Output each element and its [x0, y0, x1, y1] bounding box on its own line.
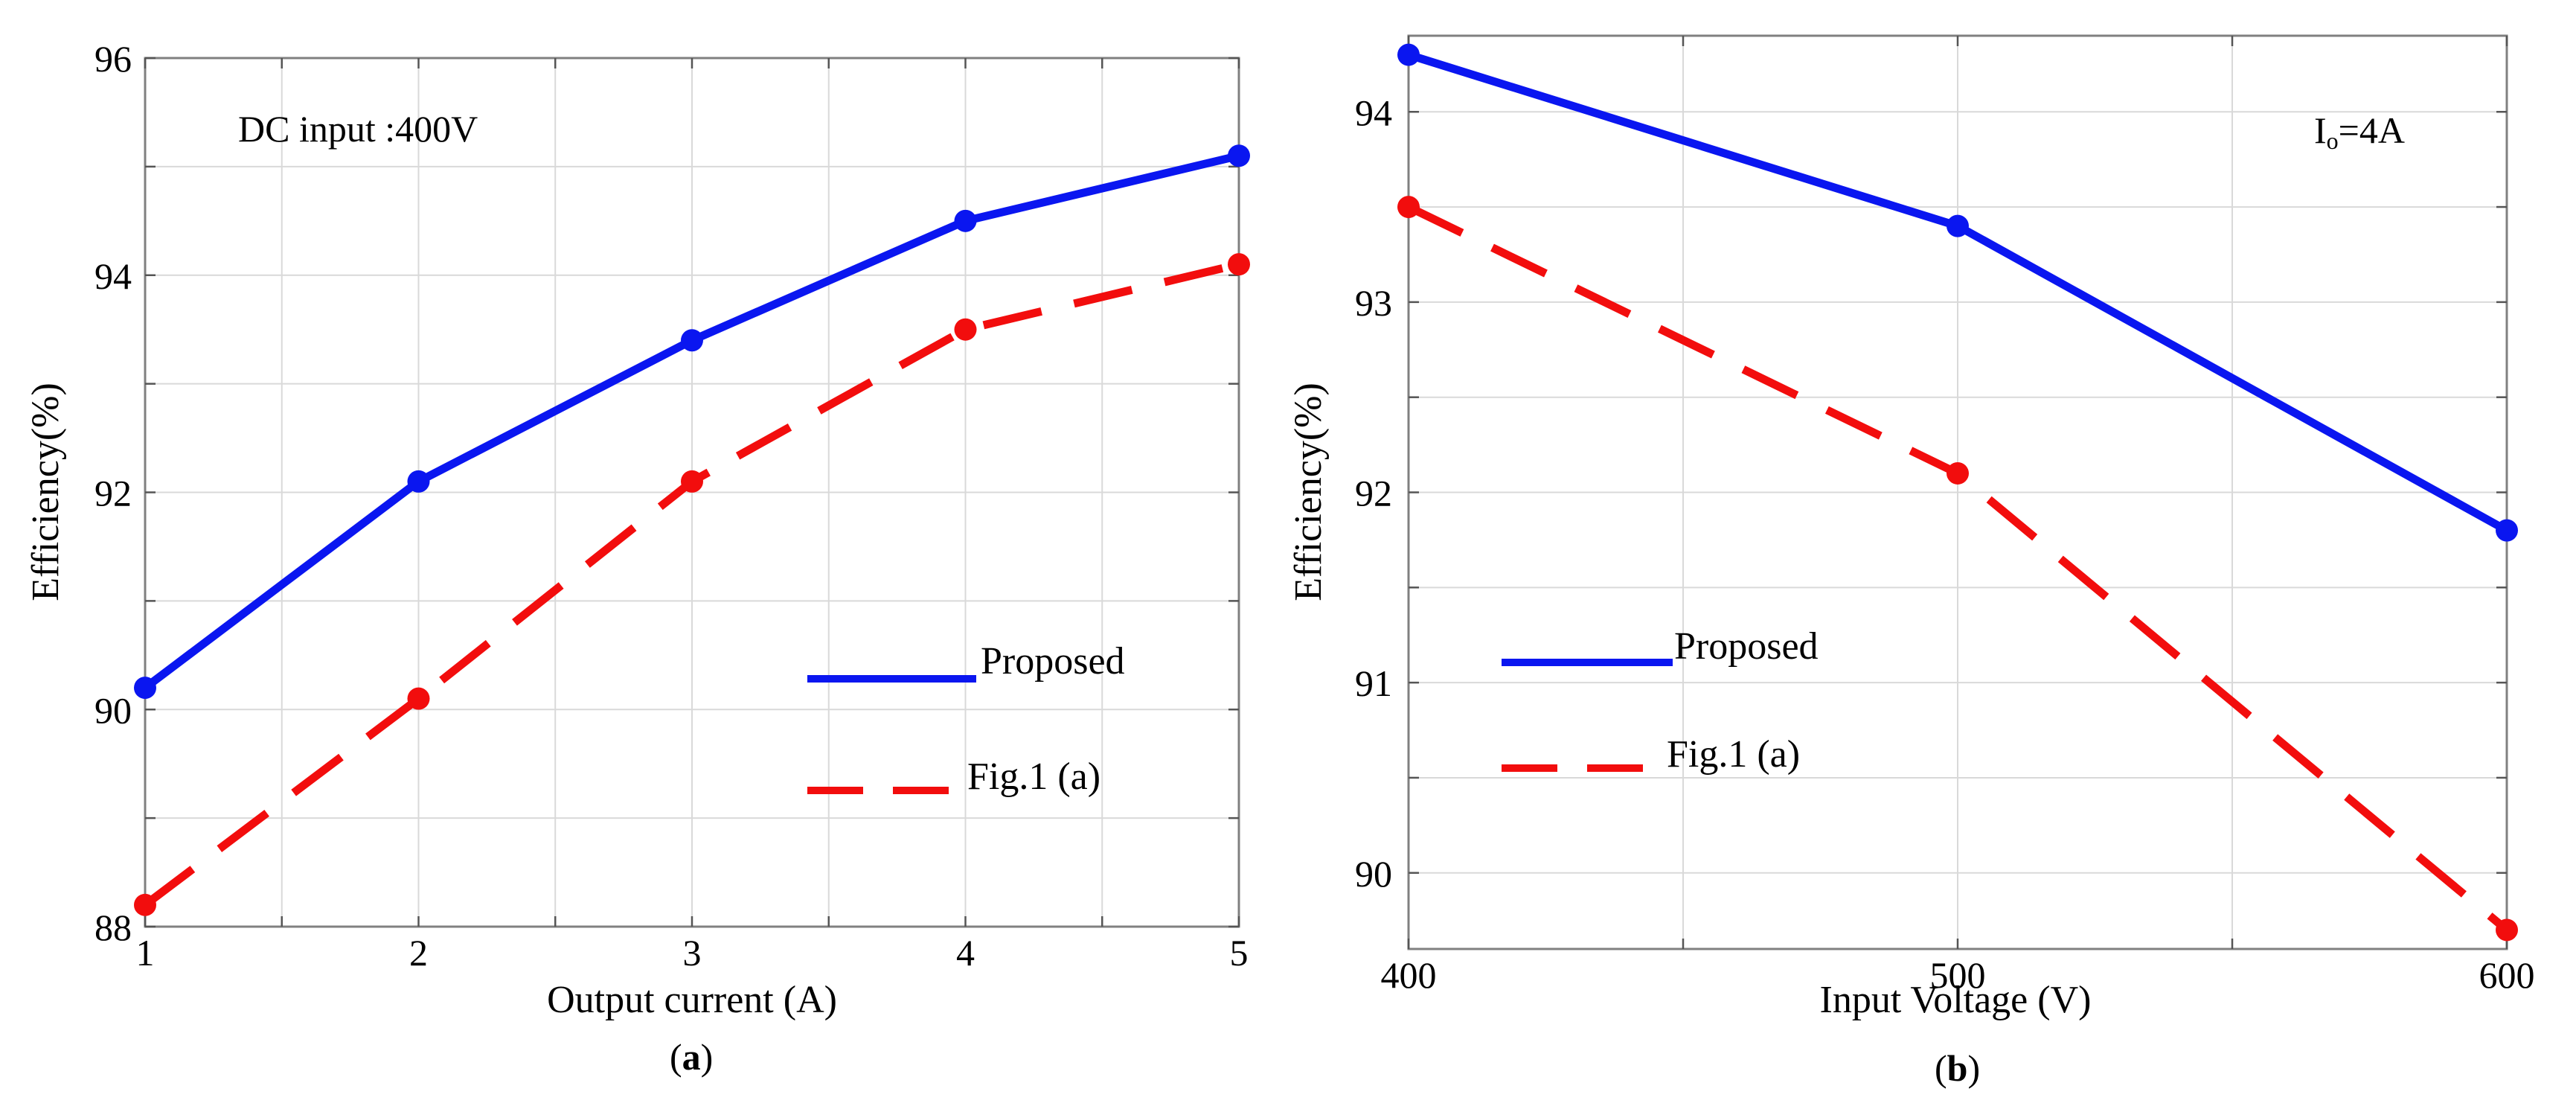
chart-b-y-tick-label: 92	[1355, 473, 1392, 514]
chart-b-x-axis-label: Input Voltage (V)	[1820, 979, 2092, 1021]
chart-a-x-tick-label: 5	[1230, 932, 1249, 974]
chart-b-legend-proposed-label: Proposed	[1674, 625, 1819, 668]
chart-b-legend-fig1a-label: Fig.1 (a)	[1667, 733, 1800, 776]
chart-a-x-tick-label: 2	[409, 932, 428, 974]
chart-a-y-tick-label: 90	[94, 689, 132, 731]
chart-a-annotation: DC input :400V	[238, 108, 478, 150]
chart-b-y-tick-label: 91	[1355, 662, 1392, 704]
chart-a-ticks: 1 2 3 4 5 88 90 92 94 96	[94, 38, 1249, 974]
chart-b-series-proposed-point	[2496, 519, 2518, 542]
chart-b-series-fig1a-point	[1947, 461, 1969, 485]
chart-a-legend-fig1a-label: Fig.1 (a)	[967, 755, 1100, 798]
chart-b-y-tick-label: 90	[1355, 853, 1392, 895]
chart-a-x-tick-label: 3	[683, 932, 702, 974]
chart-b-series	[1397, 43, 2518, 942]
chart-b-y-axis-label: Efficiency(%)	[1287, 383, 1330, 601]
chart-b-annotation-rest: =4A	[2339, 109, 2405, 151]
chart-b-x-tick-label: 500	[1930, 954, 1986, 996]
chart-b-y-tick-label: 93	[1355, 282, 1392, 324]
chart-a-series-fig1a-point	[1228, 253, 1250, 276]
chart-a-series-proposed-point	[407, 470, 430, 493]
chart-b-x-tick-label: 400	[1381, 954, 1437, 996]
chart-a-series-fig1a-point	[954, 318, 977, 341]
chart-a-legend-proposed-label: Proposed	[981, 640, 1125, 683]
chart-b-ticks: 400 500 600 90 91 92 93 94	[1355, 36, 2535, 996]
chart-a-grid	[145, 58, 1239, 927]
chart-b-annotation-sub: o	[2327, 127, 2339, 154]
chart-a-y-axis-label: Efficiency(%)	[25, 383, 67, 601]
chart-a-series-fig1a-point	[134, 893, 156, 916]
chart-a-caption-letter: a	[682, 1036, 701, 1078]
chart-a-caption: (a)	[670, 1036, 713, 1078]
chart-a-x-axis-label: Output current (A)	[547, 979, 837, 1021]
chart-a-series-proposed-point	[1228, 144, 1250, 167]
chart-a-series-proposed-point	[954, 209, 977, 232]
chart-a-y-tick-label: 94	[94, 255, 132, 297]
chart-b-annotation-main: I	[2314, 109, 2327, 151]
chart-b-x-tick-label: 600	[2479, 954, 2535, 996]
chart-a-y-tick-label: 96	[94, 38, 132, 80]
chart-b-annotation: Io=4A	[2314, 109, 2405, 154]
chart-a-series	[134, 144, 1250, 916]
chart-b-grid	[1409, 36, 2507, 949]
chart-b-y-tick-label: 94	[1355, 92, 1392, 133]
chart-b-series-fig1a-point	[2496, 918, 2518, 942]
chart-b-caption-letter: b	[1947, 1047, 1968, 1089]
chart-b: 400 500 600 90 91 92 93 94 Io=4A Proposed Fig.1…	[1287, 34, 2535, 1089]
chart-a-series-fig1a-point	[681, 470, 703, 493]
chart-a-series-fig1a-point	[407, 687, 430, 710]
chart-a-y-tick-label: 92	[94, 473, 132, 514]
chart-a-y-tick-label: 88	[94, 907, 132, 948]
chart-b-series-proposed-point	[1397, 43, 1420, 66]
chart-a-series-proposed-point	[134, 677, 156, 700]
chart-a-series-proposed-point	[681, 329, 703, 352]
chart-b-caption: (b)	[1935, 1047, 1980, 1089]
chart-b-series-proposed-point	[1947, 214, 1969, 237]
chart-b-series-fig1a-point	[1397, 196, 1420, 219]
chart-a-x-tick-label: 4	[956, 932, 975, 974]
chart-a-x-tick-label: 1	[136, 932, 155, 974]
